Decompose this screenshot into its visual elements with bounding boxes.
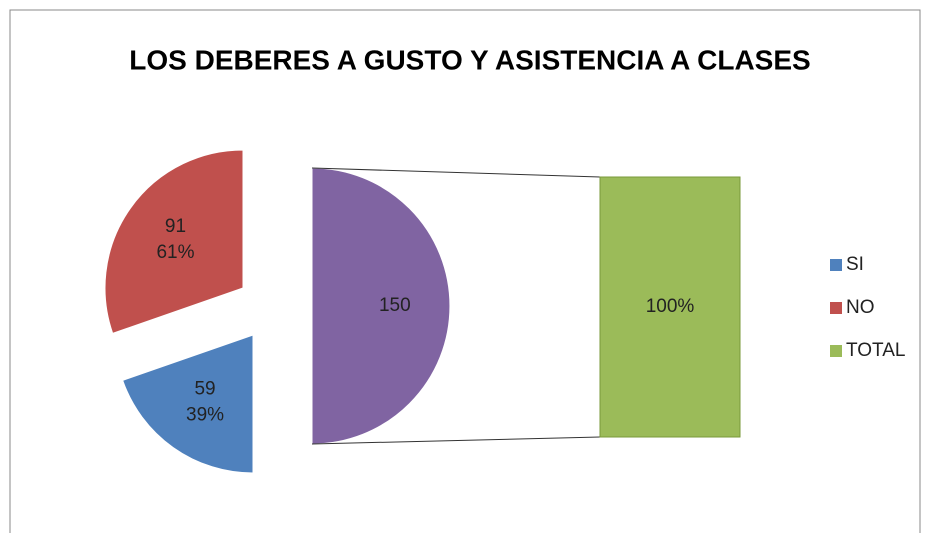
data-label: 91 — [165, 216, 186, 237]
data-label: 39% — [186, 405, 224, 426]
data-label: 61% — [156, 242, 194, 263]
chart-title: LOS DEBERES A GUSTO Y ASISTENCIA A CLASE… — [129, 44, 810, 75]
legend-swatch — [830, 345, 842, 357]
pie-slice — [104, 149, 244, 335]
connector — [311, 167, 601, 178]
data-label: 100% — [646, 296, 695, 317]
legend-label: TOTAL — [846, 340, 905, 361]
data-label: 150 — [379, 295, 411, 316]
legend-label: SI — [846, 254, 864, 275]
legend-swatch — [830, 302, 842, 314]
connector — [311, 436, 601, 445]
data-label: 59 — [194, 379, 215, 400]
pie-slice — [122, 334, 254, 474]
legend-label: NO — [846, 297, 875, 318]
bar — [599, 176, 741, 438]
pie-slice — [311, 167, 451, 445]
legend-swatch — [830, 259, 842, 271]
